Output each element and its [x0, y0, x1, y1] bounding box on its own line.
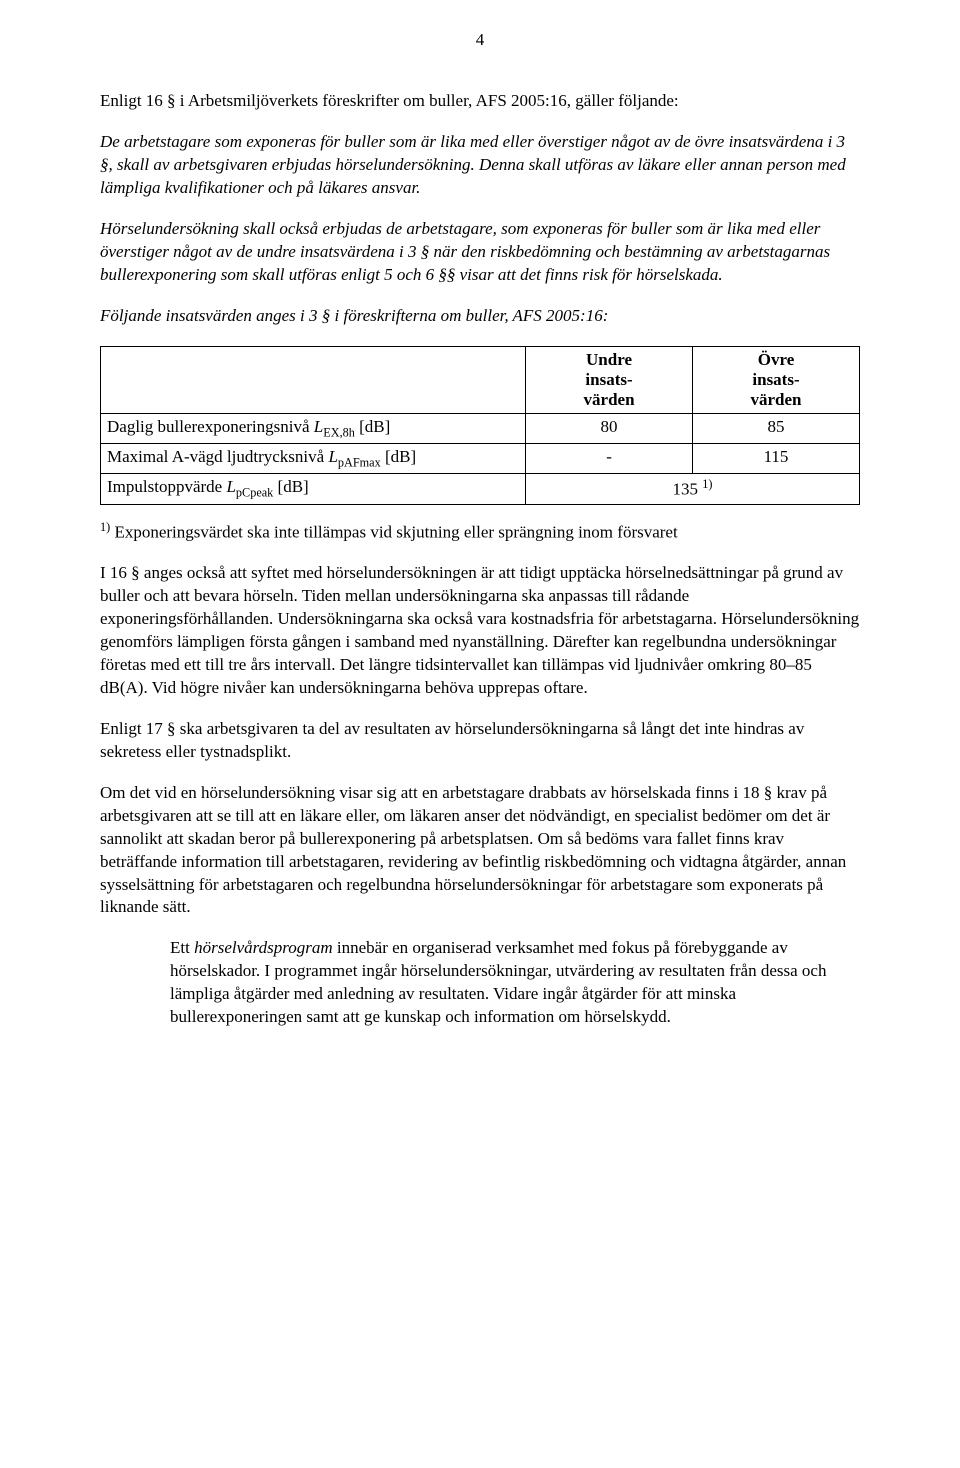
row2-ovre: 115: [693, 443, 860, 473]
header-undre-1: Undre: [586, 350, 632, 369]
row2-unit: [dB]: [381, 447, 416, 466]
indent-pre: Ett: [170, 938, 194, 957]
indent-term: hörselvårdsprogram: [194, 938, 333, 957]
header-empty: [101, 346, 526, 413]
paragraph-16: I 16 § anges också att syftet med hörsel…: [100, 562, 860, 700]
italic-paragraph-1: De arbetstagare som exponeras för buller…: [100, 131, 860, 200]
row2-undre: -: [526, 443, 693, 473]
page-number: 4: [100, 30, 860, 50]
row3-label: Impulstoppvärde LpCpeak [dB]: [101, 474, 526, 504]
header-ovre-1: Övre: [758, 350, 795, 369]
header-ovre: Övre insats- värden: [693, 346, 860, 413]
table-row: Impulstoppvärde LpCpeak [dB] 135 1): [101, 474, 860, 504]
row3-pre: Impulstoppvärde: [107, 477, 226, 496]
row3-merged: 135 1): [526, 474, 860, 504]
row2-pre: Maximal A-vägd ljudtrycksnivå: [107, 447, 328, 466]
row3-sup: 1): [702, 477, 712, 491]
row1-sym: L: [314, 417, 323, 436]
paragraph-18: Om det vid en hörselundersökning visar s…: [100, 782, 860, 920]
row1-label: Daglig bullerexponeringsnivå LEX,8h [dB]: [101, 413, 526, 443]
table-intro: Följande insatsvärden anges i 3 § i före…: [100, 305, 860, 328]
paragraph-17: Enligt 17 § ska arbetsgivaren ta del av …: [100, 718, 860, 764]
row2-sym: L: [328, 447, 337, 466]
italic-paragraph-2: Hörselundersökning skall också erbjudas …: [100, 218, 860, 287]
header-ovre-3: värden: [751, 390, 802, 409]
footnote: 1) Exponeringsvärdet ska inte tillämpas …: [100, 519, 860, 545]
row2-label: Maximal A-vägd ljudtrycksnivå LpAFmax [d…: [101, 443, 526, 473]
row1-ovre: 85: [693, 413, 860, 443]
row3-sym: L: [226, 477, 235, 496]
row3-val: 135: [673, 480, 703, 499]
document-page: 4 Enligt 16 § i Arbetsmiljöverkets föres…: [0, 0, 960, 1069]
row1-undre: 80: [526, 413, 693, 443]
table-row: Daglig bullerexponeringsnivå LEX,8h [dB]…: [101, 413, 860, 443]
row2-sub: pAFmax: [338, 455, 381, 469]
row3-unit: [dB]: [273, 477, 308, 496]
header-ovre-2: insats-: [752, 370, 799, 389]
header-undre-3: värden: [584, 390, 635, 409]
row1-pre: Daglig bullerexponeringsnivå: [107, 417, 314, 436]
indent-paragraph: Ett hörselvårdsprogram innebär en organi…: [170, 937, 850, 1029]
row1-sub: EX: [323, 425, 339, 439]
row1-sub2: ,8h: [340, 425, 355, 439]
footnote-sup: 1): [100, 520, 110, 534]
table-row: Maximal A-vägd ljudtrycksnivå LpAFmax [d…: [101, 443, 860, 473]
insats-table: Undre insats- värden Övre insats- värden…: [100, 346, 860, 505]
header-undre-2: insats-: [585, 370, 632, 389]
row1-unit: [dB]: [355, 417, 390, 436]
header-undre: Undre insats- värden: [526, 346, 693, 413]
footnote-text: Exponeringsvärdet ska inte tillämpas vid…: [110, 522, 678, 541]
row3-sub: pCpeak: [236, 486, 273, 500]
intro-line: Enligt 16 § i Arbetsmiljöverkets föreskr…: [100, 90, 860, 113]
table-header-row: Undre insats- värden Övre insats- värden: [101, 346, 860, 413]
